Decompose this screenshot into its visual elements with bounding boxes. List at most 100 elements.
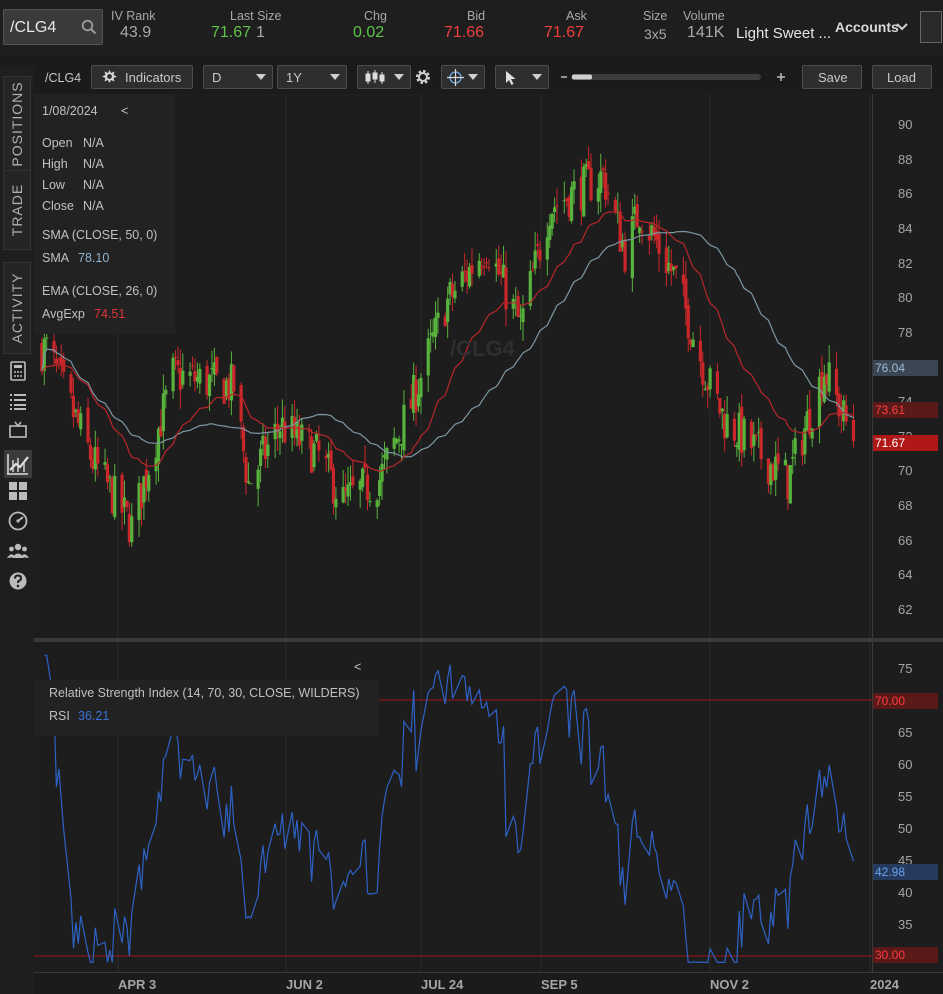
list-icon[interactable] [7,390,29,412]
range-select[interactable]: 1Y [277,65,347,89]
indicators-button[interactable]: Indicators [91,65,193,89]
zoom-slider[interactable] [558,66,798,88]
candle-body [720,408,724,412]
load-button[interactable]: Load [872,65,932,89]
chevron-down-icon[interactable] [896,21,908,33]
candle-body [776,453,780,464]
candle-body [229,364,233,401]
candle-body [224,380,229,398]
last-price-tag: 71.67 [873,435,938,451]
rsi-tick: 65 [898,725,913,740]
aggregation-value[interactable]: D [212,70,222,85]
price-chart-svg[interactable] [34,94,872,638]
bid-ask-size: 3x5 [644,26,667,42]
candle-body [105,464,110,483]
candle-body [173,356,178,358]
grid-icon[interactable] [7,480,29,502]
candle-body [533,250,537,269]
candle-body [531,270,535,272]
candle-body [205,365,209,396]
bid-value[interactable]: 71.66 [444,24,485,41]
candle-body [314,434,319,441]
candle-body [579,176,583,211]
candle-body [431,332,435,337]
search-icon[interactable] [81,19,97,35]
chart-icon[interactable] [4,450,32,478]
candle-body [759,428,763,460]
ask-value[interactable]: 71.67 [544,24,585,41]
candle-body [582,166,586,217]
chevron-down-icon[interactable] [468,73,478,81]
rsi-data-box: < Relative Strength Index (14, 70, 30, C… [34,660,379,736]
candle-body [59,356,63,366]
candle-body [584,164,588,168]
cursor-tool-select[interactable] [495,65,549,89]
chart-symbol[interactable]: /CLG4 [45,71,82,85]
gear-icon[interactable] [414,68,432,86]
chevron-down-icon[interactable] [532,73,542,81]
chevron-down-icon[interactable] [394,73,404,81]
rsi-axis[interactable]: 75 65 60 55 50 45 40 35 [872,642,943,972]
tab-trade[interactable]: TRADE [3,170,31,250]
save-label[interactable]: Save [818,70,848,85]
candle-body [96,446,100,464]
symbol-input[interactable]: /CLG4 [3,9,103,45]
candle-body [565,198,569,202]
indicators-label[interactable]: Indicators [125,70,182,85]
candle-body [570,186,574,221]
tab-activity-label[interactable]: ACTIVITY [9,272,25,344]
candle-body [57,359,61,361]
tab-trade-label[interactable]: TRADE [9,183,25,237]
save-button[interactable]: Save [802,65,862,89]
candle-body [88,445,93,460]
candle-body [511,298,515,309]
symbol-text[interactable]: /CLG4 [10,19,57,36]
collapse-data-box[interactable]: < [121,104,129,118]
price-tick: 70 [898,463,913,478]
chart-style-select[interactable] [357,65,411,89]
monitor-icon[interactable] [7,420,29,442]
chevron-down-icon[interactable] [330,73,340,81]
candle-body [52,340,56,353]
ema-study-title[interactable]: EMA (CLOSE, 26, 0) [42,284,158,298]
low-value: N/A [83,178,104,192]
aggregation-select[interactable]: D [203,65,273,89]
help-icon[interactable] [7,570,29,592]
candle-body [701,362,705,385]
chevron-down-icon[interactable] [256,73,266,81]
tab-positions[interactable]: POSITIONS [3,76,31,172]
chg-label: Chg [364,9,387,23]
candle-body [144,469,148,488]
collapse-rsi-box[interactable]: < [354,660,362,674]
accounts-menu[interactable]: Accounts [835,19,899,35]
candle-body [740,406,744,453]
crosshair-select[interactable] [441,65,485,89]
candle-body [375,500,379,508]
chg-value: 0.02 [353,24,385,41]
candle-body [657,233,661,254]
rsi-study-title[interactable]: Relative Strength Index (14, 70, 30, CLO… [49,686,360,700]
candle-body [803,428,807,455]
candle-body [689,339,693,345]
account-selector[interactable] [920,11,942,43]
candle-body [752,434,756,446]
gauge-icon[interactable] [7,510,29,532]
community-icon[interactable] [7,540,29,562]
candle-body [215,356,219,374]
candle-body [681,274,685,284]
rsi-tick: 35 [898,917,913,932]
tab-positions-label[interactable]: POSITIONS [9,81,25,167]
price-tick: 62 [898,602,913,617]
candle-body [655,230,659,241]
candle-body [497,258,501,275]
tab-activity[interactable]: ACTIVITY [3,262,31,354]
calculator-icon[interactable] [7,360,29,382]
sma-study-title[interactable]: SMA (CLOSE, 50, 0) [42,228,158,242]
time-axis[interactable]: APR 3 JUN 2 JUL 24 SEP 5 NOV 2 2024 [34,972,943,994]
candle-body [837,393,841,417]
time-label: JUL 24 [421,977,464,992]
pane-splitter[interactable] [34,638,943,642]
load-label[interactable]: Load [887,70,916,85]
rsi-overbought-tag: 70.00 [873,693,938,709]
range-value[interactable]: 1Y [286,70,302,85]
